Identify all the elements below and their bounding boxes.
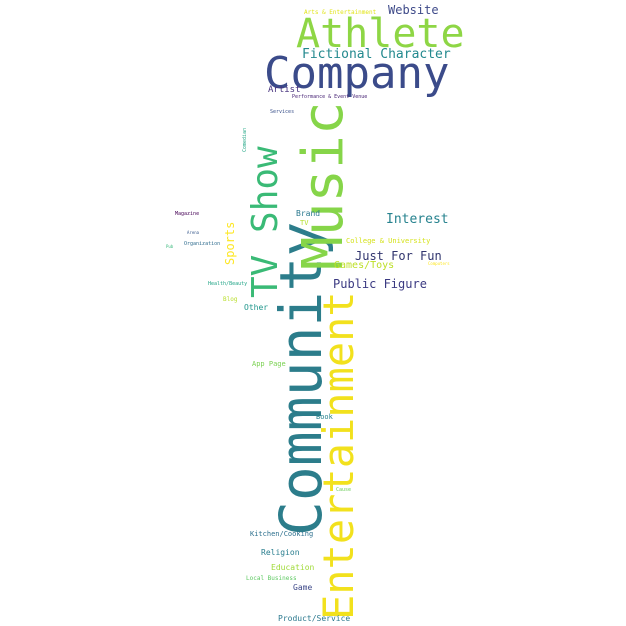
word-artist: Artist <box>268 85 301 95</box>
word-kitchen-cooking: Kitchen/Cooking <box>250 530 314 538</box>
word-blog: Blog <box>223 296 238 303</box>
word-comedian: Comedian <box>242 127 248 152</box>
word-entertainment: Entertainment <box>314 291 363 620</box>
word-website: Website <box>388 3 439 17</box>
word-just-for-fun: Just For Fun <box>355 249 442 263</box>
word-book: Book <box>316 413 333 421</box>
word-services: Services <box>270 109 295 115</box>
word-pub: Pub <box>166 244 174 249</box>
word-tv-show: TV Show <box>245 146 286 298</box>
word-games-toys: Games/Toys <box>334 260 395 271</box>
word-cause: Cause <box>336 487 352 493</box>
word-religion: Religion <box>261 548 300 557</box>
word-sports: Sports <box>223 221 237 265</box>
word-other: Other <box>244 303 269 312</box>
word-interest: Interest <box>386 212 449 227</box>
word-arena: Arena <box>187 230 200 235</box>
word-public-figure: Public Figure <box>333 277 427 291</box>
word-company: Company <box>264 48 450 99</box>
word-education: Education <box>271 563 315 572</box>
word-tv: TV <box>300 219 309 227</box>
word-game: Game <box>293 583 313 592</box>
word-organization: Organization <box>184 241 221 247</box>
word-magazine: Magazine <box>175 211 200 217</box>
word-fictional-character: Fictional Character <box>302 47 451 62</box>
word-local-business: Local Business <box>246 575 297 582</box>
word-athlete: Athlete <box>296 11 465 57</box>
word-computers: Computers <box>428 261 450 266</box>
word-arts-entertainment: Arts & Entertainment <box>304 9 377 16</box>
word-performance-event-venue: Performance & Event Venue <box>292 94 368 100</box>
word-app-page: App Page <box>252 360 286 368</box>
word-product-service: Product/Service <box>278 614 351 623</box>
word-music: Music <box>291 101 356 270</box>
word-college-university: College & University <box>346 237 431 245</box>
word-brand: Brand <box>296 209 321 218</box>
word-health-beauty: Health/Beauty <box>208 281 248 287</box>
